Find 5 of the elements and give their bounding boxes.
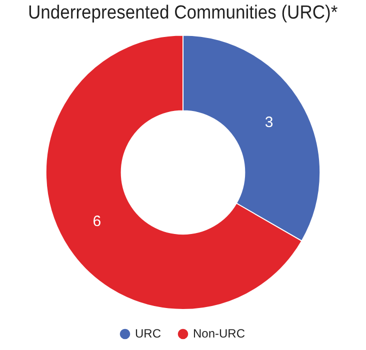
legend-label: Non-URC [192, 326, 246, 340]
legend-label: URC [134, 326, 162, 340]
chart-title: Underrepresented Communities (URC)* [28, 0, 338, 23]
data-label: 6 [92, 213, 102, 230]
data-label: 3 [264, 114, 274, 131]
